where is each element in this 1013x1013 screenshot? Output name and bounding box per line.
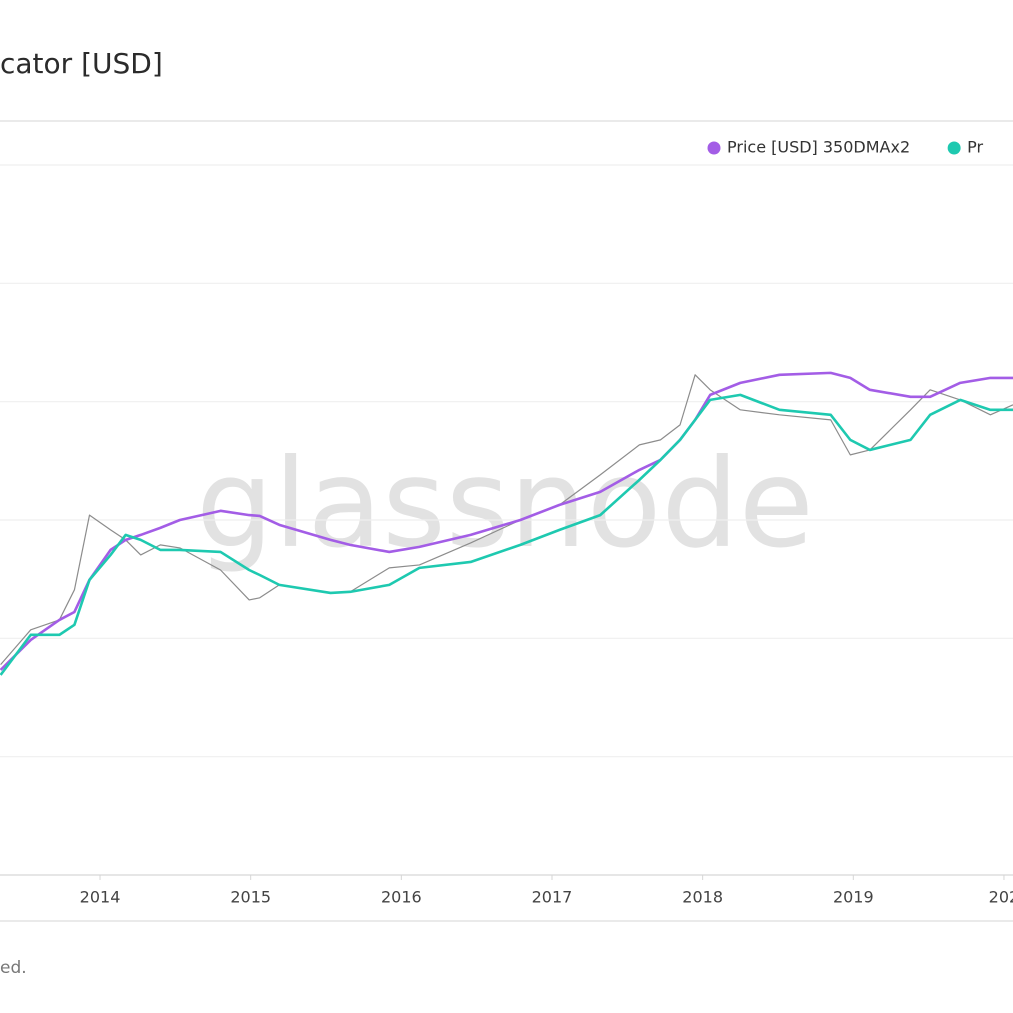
- watermark: glassnode: [196, 433, 814, 575]
- x-tick-label: 2019: [833, 888, 874, 907]
- x-tick-label: 202: [989, 888, 1013, 907]
- footnote: ed.: [0, 958, 27, 978]
- series-line: [0, 371, 1013, 671]
- legend-marker: [707, 141, 721, 155]
- series-line: [0, 393, 1013, 676]
- chart-title: cator [USD]: [0, 47, 163, 80]
- x-tick-label: 2015: [230, 888, 271, 907]
- x-tick-label: 2017: [532, 888, 573, 907]
- legend-label: Pr: [967, 138, 983, 157]
- legend-label: Price [USD] 350DMAx2: [727, 138, 910, 157]
- x-tick-label: 2014: [80, 888, 121, 907]
- legend-marker: [947, 141, 961, 155]
- x-tick-label: 2016: [381, 888, 422, 907]
- x-tick-label: 2018: [682, 888, 723, 907]
